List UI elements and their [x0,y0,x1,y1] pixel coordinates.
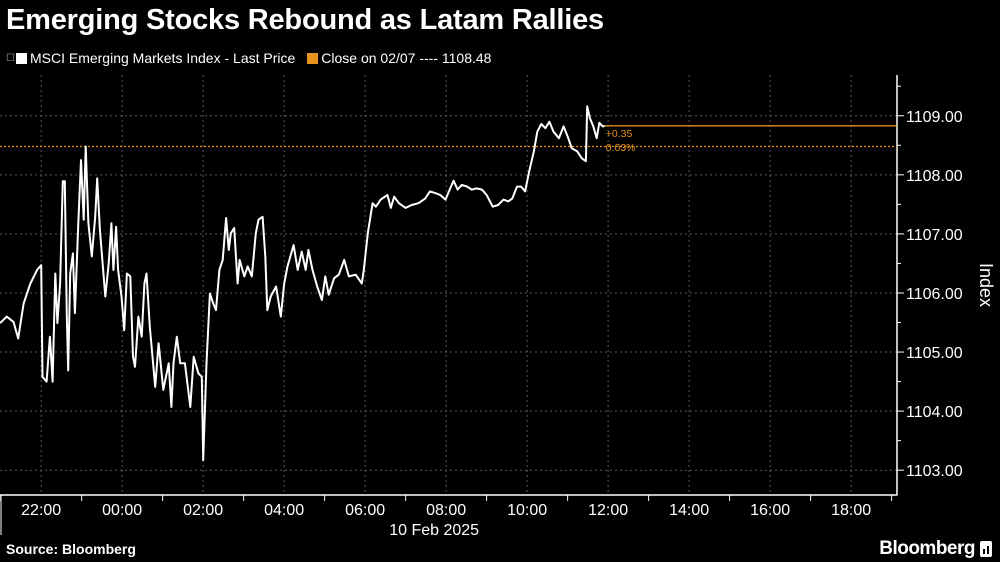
x-tick-label: 22:00 [21,502,61,519]
close-swatch [307,52,319,64]
grid [0,75,897,495]
series-swatch [15,52,27,64]
legend-close-label: Close on 02/07 ---- 1108.48 [321,50,492,66]
brand-name: Bloomberg [879,538,975,559]
bloomberg-logo: Bloomberg [879,538,992,560]
y-tick-label: 1109.00 [906,109,963,126]
x-tick-label: 18:00 [831,502,871,519]
y-axis-label: Index [976,263,996,307]
y-tick-label: 1108.00 [906,168,963,185]
x-tick-label: 10:00 [507,502,547,519]
x-tick-label: 06:00 [345,502,385,519]
y-tick-label: 1104.00 [906,404,963,421]
legend: ☐ MSCI Emerging Markets Index - Last Pri… [6,50,491,66]
y-tick-label: 1106.00 [906,286,963,303]
axes: 1103.00 1104.00 1105.00 1106.00 1107.00 1108.… [0,75,996,539]
percent-annotation: 0.03% [606,142,636,154]
legend-series-label: MSCI Emerging Markets Index - Last Price [29,50,296,66]
y-tick-label: 1107.00 [906,227,963,244]
change-annotation: +0.35 [606,128,633,140]
x-tick-label: 04:00 [264,502,304,519]
x-tick-label: 16:00 [750,502,790,519]
source-note: Source: Bloomberg [6,541,136,557]
pin-icon: ☐ [6,52,15,64]
x-tick-label: 12:00 [588,502,628,519]
y-tick-label: 1105.00 [906,345,963,362]
x-axis-date-label: 10 Feb 2025 [389,522,479,539]
series-line [0,105,605,462]
marks: +0.35 0.03% [0,105,897,462]
y-tick-label: 1103.00 [906,463,963,480]
x-tick-label: 02:00 [183,502,223,519]
bloomberg-mark-icon [980,541,992,557]
x-tick-label: 00:00 [102,502,142,519]
x-tick-label: 14:00 [669,502,709,519]
chart-title: Emerging Stocks Rebound as Latam Rallies [6,4,604,36]
x-tick-label: 08:00 [426,502,466,519]
